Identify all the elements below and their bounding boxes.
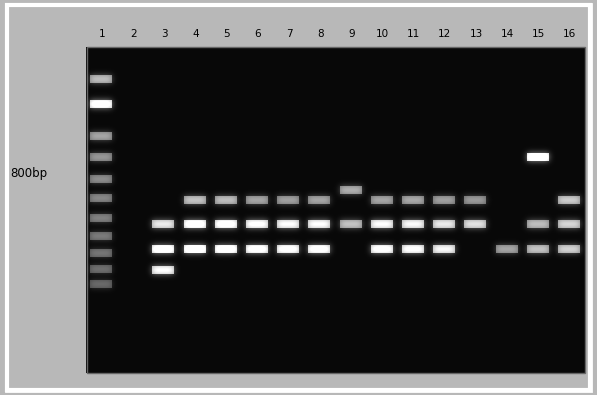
Text: 14: 14 bbox=[500, 28, 514, 39]
Text: 800bp: 800bp bbox=[11, 167, 48, 180]
Bar bbox=[87, 47, 585, 373]
Text: 16: 16 bbox=[563, 28, 576, 39]
Text: 4: 4 bbox=[192, 28, 199, 39]
Text: 9: 9 bbox=[348, 28, 355, 39]
Text: 7: 7 bbox=[286, 28, 293, 39]
Text: 11: 11 bbox=[407, 28, 420, 39]
Text: 15: 15 bbox=[532, 28, 545, 39]
Text: 8: 8 bbox=[317, 28, 324, 39]
Text: 12: 12 bbox=[438, 28, 451, 39]
Text: 10: 10 bbox=[376, 28, 389, 39]
Text: 6: 6 bbox=[254, 28, 261, 39]
Text: 3: 3 bbox=[161, 28, 168, 39]
Text: 13: 13 bbox=[469, 28, 482, 39]
Text: 2: 2 bbox=[130, 28, 137, 39]
Text: 1: 1 bbox=[99, 28, 106, 39]
Text: 5: 5 bbox=[223, 28, 230, 39]
